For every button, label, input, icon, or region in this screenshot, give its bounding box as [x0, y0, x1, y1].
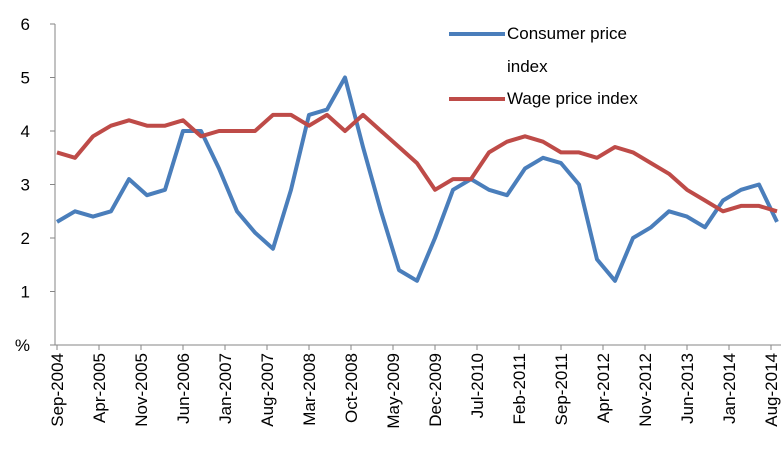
- y-tick-label: 3: [21, 176, 30, 195]
- legend-label: Consumer price index: [507, 24, 627, 76]
- x-tick-label: Jun-2013: [678, 353, 697, 424]
- y-tick-label: 6: [21, 15, 30, 34]
- series-line: [55, 75, 779, 283]
- x-tick-label: Feb-2011: [510, 353, 529, 425]
- x-tick-label: Jan-2014: [720, 353, 739, 424]
- x-tick-label: Sep-2011: [552, 353, 571, 425]
- y-tick-label: 2: [21, 229, 30, 248]
- x-tick-label: Sep-2004: [48, 353, 67, 427]
- x-tick-label: Nov-2005: [132, 353, 151, 427]
- x-tick-label: Nov-2012: [636, 353, 655, 427]
- x-tick-label: Apr-2012: [594, 353, 613, 423]
- y-tick-label: 4: [21, 122, 30, 141]
- x-tick-label: Aug-2007: [258, 353, 277, 427]
- x-tick-label: Oct-2008: [342, 353, 361, 423]
- x-tick-label: Jan-2007: [216, 353, 235, 424]
- x-tick-label: Dec-2009: [426, 353, 445, 427]
- x-tick-label: Aug-2014: [762, 353, 781, 427]
- x-tick-label: Jun-2006: [174, 353, 193, 424]
- x-tick-label: May-2009: [384, 353, 403, 429]
- x-tick-label: Mar-2008: [300, 353, 319, 426]
- legend-label: Wage price index: [507, 89, 638, 108]
- y-tick-label: %: [15, 336, 30, 355]
- x-tick-label: Apr-2005: [90, 353, 109, 423]
- y-tick-label: 5: [21, 69, 30, 88]
- x-tick-label: Jul-2010: [468, 353, 487, 418]
- y-tick-label: 1: [21, 283, 30, 302]
- series-line: [56, 112, 778, 214]
